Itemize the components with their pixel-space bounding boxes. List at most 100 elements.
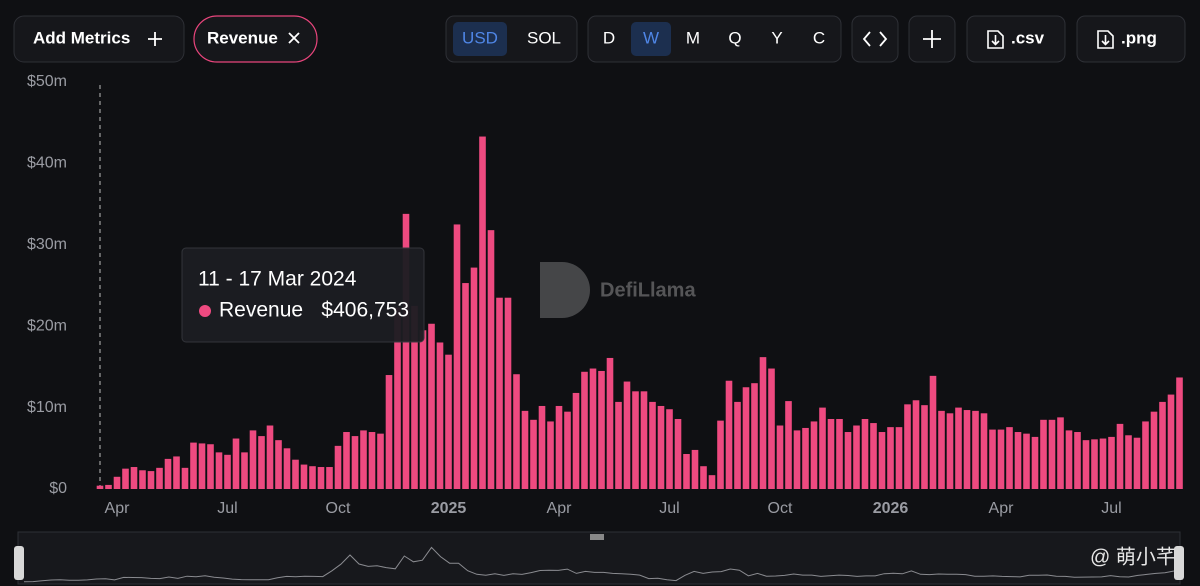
period-option[interactable]: C — [813, 28, 825, 47]
bar — [955, 407, 962, 489]
x-tick-label: Apr — [989, 500, 1015, 517]
bar — [1125, 435, 1132, 489]
bar — [181, 467, 189, 489]
bar — [555, 405, 563, 489]
tooltip-dot — [199, 305, 211, 317]
bar — [1074, 432, 1081, 489]
export-button[interactable]: .png — [1076, 15, 1186, 63]
bar — [394, 307, 401, 489]
x-tick-label: Oct — [326, 500, 351, 517]
currency-option[interactable]: SOL — [527, 28, 561, 47]
x-tick-label: Jul — [217, 500, 237, 517]
bar — [895, 427, 903, 489]
bar — [708, 475, 716, 489]
bar — [1108, 436, 1115, 489]
bar — [836, 418, 843, 489]
add-metrics-label[interactable]: Add Metrics — [33, 28, 130, 47]
credit: @ 萌小芊 — [1090, 545, 1176, 568]
bar — [640, 391, 648, 489]
add-chart-button[interactable] — [908, 15, 956, 63]
metric-chip[interactable]: Revenue — [193, 15, 318, 63]
bar — [538, 405, 546, 489]
minimap-grip[interactable] — [590, 534, 604, 540]
y-tick-label: $10m — [27, 399, 67, 416]
metric-label[interactable]: Revenue — [207, 28, 278, 47]
bar — [1099, 438, 1107, 489]
bar — [122, 468, 129, 489]
bar — [1133, 437, 1141, 489]
bar — [938, 410, 945, 489]
bar — [734, 401, 741, 489]
range-handle-left[interactable] — [14, 546, 24, 580]
bar — [751, 383, 758, 489]
bar — [130, 467, 138, 489]
bar — [921, 405, 928, 489]
export-button[interactable]: .csv — [966, 15, 1066, 63]
bar — [615, 401, 622, 489]
export-label[interactable]: .png — [1121, 28, 1157, 47]
bar — [1142, 421, 1149, 489]
bar — [717, 420, 724, 489]
bar — [113, 476, 121, 489]
period-option[interactable]: W — [643, 28, 659, 47]
bar — [980, 413, 988, 489]
bar — [173, 456, 180, 489]
bar — [300, 464, 308, 489]
export-label[interactable]: .csv — [1011, 28, 1045, 47]
tooltip-series: Revenue — [219, 299, 303, 322]
bar — [1091, 439, 1098, 489]
bar — [700, 466, 707, 489]
bar — [572, 392, 580, 489]
bar — [1057, 417, 1064, 489]
bar — [504, 297, 512, 489]
bar — [283, 448, 291, 489]
bar — [785, 401, 792, 489]
bar — [309, 466, 316, 489]
download-icon — [987, 30, 1004, 49]
range-handle-right[interactable] — [1174, 546, 1184, 580]
period-option[interactable]: Q — [728, 28, 741, 47]
x-tick-label: Jul — [1101, 500, 1121, 517]
bar — [1176, 377, 1183, 489]
bar — [105, 484, 112, 489]
bar — [1167, 394, 1175, 489]
bar — [275, 440, 282, 489]
bar — [402, 213, 410, 490]
y-tick-label: $20m — [27, 317, 67, 334]
bar — [793, 430, 801, 489]
bar — [870, 423, 877, 489]
x-tick-label: Apr — [547, 500, 573, 517]
bar — [139, 470, 146, 489]
period-option[interactable]: D — [603, 28, 615, 47]
tooltip-title: 11 - 17 Mar 2024 — [198, 268, 357, 291]
bar — [810, 421, 818, 489]
bar — [292, 459, 299, 489]
bar — [861, 418, 869, 489]
bar — [334, 445, 342, 489]
period-option[interactable]: Y — [771, 28, 782, 47]
watermark: DefiLlama — [540, 262, 696, 318]
add-metrics-button[interactable]: Add Metrics — [13, 15, 185, 63]
bar — [266, 425, 274, 489]
bar — [258, 436, 265, 489]
bar — [827, 418, 835, 489]
bar — [190, 442, 197, 489]
bar — [1006, 427, 1013, 489]
minimap[interactable] — [17, 531, 1181, 585]
bar — [164, 458, 172, 489]
embed-button[interactable] — [851, 15, 899, 63]
remove-icon[interactable] — [288, 32, 300, 44]
currency-option[interactable]: USD — [462, 28, 498, 47]
export-box[interactable] — [1076, 15, 1186, 63]
bar — [96, 485, 104, 489]
bar — [853, 425, 860, 489]
y-tick-label: $40m — [27, 155, 67, 172]
period-option[interactable]: M — [686, 28, 700, 47]
bar — [878, 432, 886, 489]
bar — [385, 375, 393, 489]
bar — [445, 354, 452, 489]
y-tick-label: $50m — [27, 73, 67, 90]
export-box[interactable] — [966, 15, 1066, 63]
bar — [368, 432, 376, 489]
bar — [224, 454, 231, 489]
